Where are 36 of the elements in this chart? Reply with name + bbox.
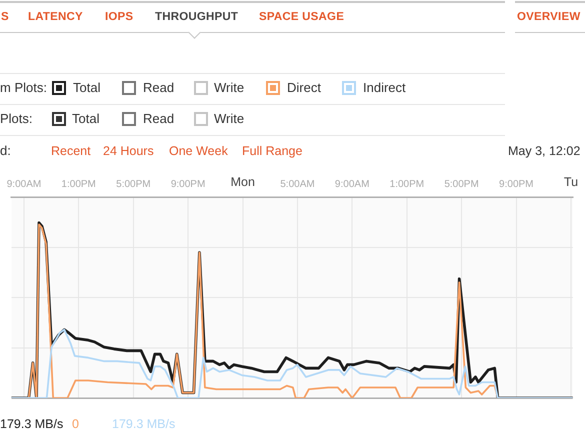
x-tick-label: 5:00AM (280, 178, 315, 190)
x-tick-label: Tu (564, 174, 578, 189)
text: OVERVIEW (517, 10, 580, 25)
x-tick-label: 5:00PM (116, 178, 151, 190)
text: Read (143, 111, 174, 127)
text: 0 (72, 416, 79, 432)
text: IOPS (105, 10, 134, 25)
x-tick-label: 9:00PM (499, 178, 534, 190)
x-tick-label: 1:00PM (61, 178, 96, 190)
text: Total (72, 111, 100, 127)
text: Read (143, 80, 174, 96)
text: Recent (51, 143, 91, 159)
x-tick-label: 9:00AM (334, 178, 370, 190)
text: Write (214, 111, 244, 127)
legend-label: Indirect (363, 80, 406, 96)
x-tick-label: Mon (230, 174, 255, 189)
text: m Plots: (0, 80, 47, 96)
text: d: (0, 143, 11, 159)
chart-title: THROUGHPUT (155, 10, 238, 25)
text: S (1, 10, 9, 25)
text: May 3, 12:02 (508, 143, 580, 159)
text: 24 Hours (103, 143, 154, 159)
text: 179.3 MB/s (112, 416, 176, 432)
x-tick-label: 1:00PM (390, 178, 424, 190)
text: One Week (169, 143, 228, 159)
x-tick-label: 5:00PM (444, 178, 479, 190)
x-tick-label: 9:00AM (6, 178, 42, 190)
text: LATENCY (28, 10, 83, 25)
text: SPACE USAGE (259, 10, 344, 25)
legend-label: Direct (287, 80, 321, 96)
text: 179.3 MB/s (0, 416, 64, 432)
text: Plots: (0, 111, 33, 127)
text: Full Range (242, 143, 302, 159)
text: Write (214, 80, 244, 96)
legend-label: Total (73, 80, 100, 96)
x-tick-label: 9:00PM (170, 178, 206, 190)
